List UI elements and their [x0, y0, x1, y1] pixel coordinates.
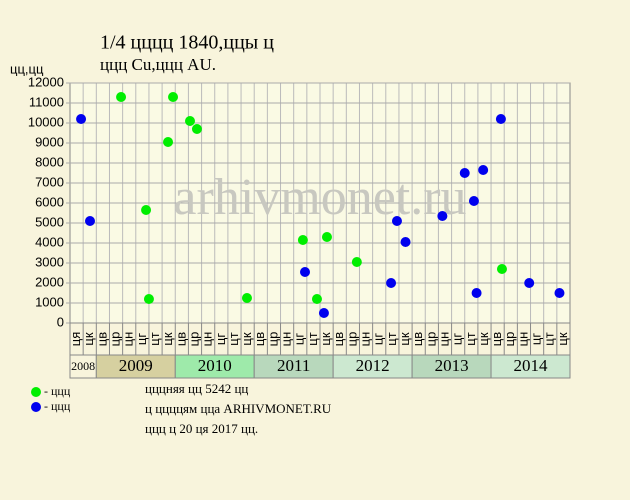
data-point — [495, 114, 506, 124]
x-tick-label: цв — [489, 332, 504, 346]
x-tick-label: цн — [121, 332, 136, 347]
y-tick-label: 7000 — [35, 174, 64, 189]
y-axis-label: цц,цц — [10, 61, 44, 76]
x-tick-label: ця — [68, 332, 83, 347]
x-tick-label: цн — [200, 332, 215, 347]
x-tick-label: цт — [542, 332, 557, 345]
year-label: 2011 — [277, 356, 310, 375]
x-tick-label: цв — [252, 332, 267, 346]
x-tick-label: цв — [410, 332, 425, 346]
watermark: arhivmonet.ru — [173, 169, 466, 226]
data-point — [163, 137, 174, 147]
x-tick-label: цн — [279, 332, 294, 347]
x-tick-label: цв — [94, 332, 109, 346]
data-point — [478, 165, 489, 175]
x-tick-label: цг — [529, 333, 544, 345]
data-point — [318, 308, 329, 318]
x-tick-label: цт — [147, 332, 162, 345]
y-tick-label: 10000 — [28, 114, 64, 129]
year-label: 2012 — [356, 356, 390, 375]
data-point — [85, 216, 95, 226]
x-tick-label: цр — [107, 332, 122, 347]
y-tick-label: 2000 — [35, 274, 64, 289]
x-tick-label: цк — [318, 332, 333, 345]
x-tick-label: цк — [555, 332, 570, 345]
year-label: 2014 — [514, 356, 549, 375]
y-tick-label: 9000 — [35, 134, 64, 149]
x-tick-label: цг — [450, 333, 465, 345]
data-point — [468, 196, 479, 206]
chart-title: 1/4 цццц 1840,ццы ц — [100, 32, 274, 54]
data-point — [321, 232, 332, 242]
legend-marker — [31, 402, 41, 412]
data-point — [351, 257, 362, 267]
footer-note: ццц ц 20 ця 2017 цц. — [145, 421, 258, 436]
data-point — [297, 235, 308, 245]
x-tick-label: цг — [213, 333, 228, 345]
x-tick-label: цк — [81, 332, 96, 345]
year-cell — [490, 354, 571, 379]
x-tick-label: цр — [344, 332, 359, 347]
data-point — [386, 278, 397, 288]
footer-note: ц ццццям цца ARHIVMONET.RU — [145, 401, 332, 416]
x-tick-label: цр — [265, 332, 280, 347]
x-tick-label: цк — [397, 332, 412, 345]
x-tick-label: цк — [476, 332, 491, 345]
data-point — [191, 124, 202, 134]
legend-label: - ццц — [44, 399, 71, 413]
data-point — [524, 278, 535, 288]
year-label: 2009 — [119, 356, 153, 375]
x-tick-label: цн — [357, 332, 372, 347]
y-tick-label: 11000 — [29, 94, 64, 109]
data-point — [391, 216, 402, 226]
data-point — [143, 294, 154, 304]
x-tick-label: цг — [292, 333, 307, 345]
legend-marker — [31, 387, 41, 397]
year-label: 2008 — [71, 359, 95, 373]
x-tick-label: цн — [515, 332, 530, 347]
year-label: 2013 — [435, 356, 469, 375]
data-point — [116, 92, 127, 102]
x-tick-label: цр — [423, 332, 438, 347]
data-point — [400, 237, 411, 247]
y-tick-label: 5000 — [35, 214, 64, 229]
x-tick-label: цт — [384, 332, 399, 345]
y-tick-label: 4000 — [35, 234, 64, 249]
y-tick-label: 12000 — [28, 74, 64, 89]
data-point — [437, 211, 448, 221]
x-tick-label: цт — [226, 332, 241, 345]
y-tick-label: 1000 — [35, 294, 64, 309]
y-tick-label: 0 — [57, 314, 64, 329]
x-tick-label: цт — [463, 332, 478, 345]
data-point — [241, 293, 252, 303]
data-point — [185, 116, 195, 126]
data-point — [554, 288, 565, 298]
x-tick-label: цк — [239, 332, 254, 345]
data-point — [168, 92, 179, 102]
x-tick-label: цр — [186, 332, 201, 347]
legend-label: - ццц — [44, 384, 71, 398]
data-point — [76, 114, 87, 124]
data-point — [300, 267, 310, 277]
y-tick-label: 3000 — [35, 254, 64, 269]
data-point — [496, 264, 507, 274]
x-tick-label: цв — [331, 332, 346, 346]
data-point — [311, 294, 322, 304]
data-point — [459, 168, 470, 178]
y-tick-label: 8000 — [35, 154, 64, 169]
x-tick-label: цк — [160, 332, 175, 345]
year-label: 2010 — [198, 356, 232, 375]
data-point — [141, 205, 152, 215]
footer-note: цццняя цц 5242 цц — [145, 381, 248, 396]
x-tick-label: цв — [173, 332, 188, 346]
y-tick-label: 6000 — [35, 194, 64, 209]
chart-subtitle: ццц Cu,ццц AU. — [100, 55, 216, 74]
x-tick-label: цг — [134, 333, 149, 345]
x-tick-label: цр — [502, 332, 517, 347]
data-point — [471, 288, 482, 298]
x-tick-label: цг — [371, 333, 386, 345]
x-tick-label: цт — [305, 332, 320, 345]
x-tick-label: цн — [436, 332, 451, 347]
